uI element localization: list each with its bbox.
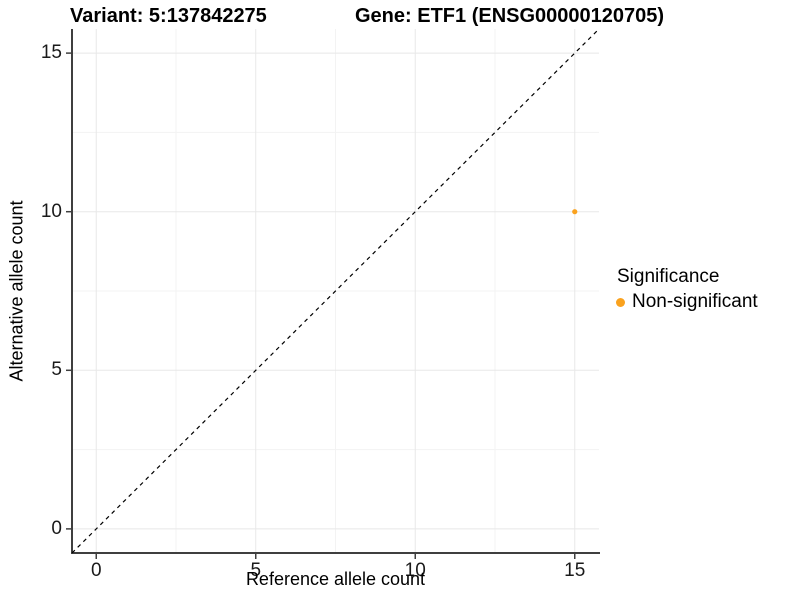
legend: Significance Non-significant (616, 266, 758, 313)
legend-key-dot-icon (616, 297, 625, 307)
legend-title: Significance (617, 266, 720, 287)
y-axis-title: Alternative allele count (6, 200, 27, 382)
variant-title: Variant: 5:137842275 (70, 5, 267, 27)
y-axis-tick-label: 5 (51, 359, 62, 381)
x-axis-tick-label: 0 (90, 560, 102, 581)
y-axis-tick-label: 15 (40, 42, 62, 64)
x-axis-tick-label: 10 (404, 560, 426, 581)
y-axis-tick-label: 0 (51, 517, 62, 539)
identity-dashed-line (71, 28, 600, 554)
legend-item-label: Non-significant (632, 291, 758, 312)
x-axis-tick-label: 5 (250, 560, 262, 581)
gene-title: Gene: ETF1 (ENSG00000120705) (355, 5, 665, 27)
x-axis-title: Reference allele count (245, 569, 426, 589)
data-point (572, 209, 578, 215)
y-axis-tick-label: 10 (40, 200, 62, 222)
legend-item-non-significant: Non-significant (616, 291, 758, 313)
x-axis-tick-label: 15 (564, 560, 586, 581)
